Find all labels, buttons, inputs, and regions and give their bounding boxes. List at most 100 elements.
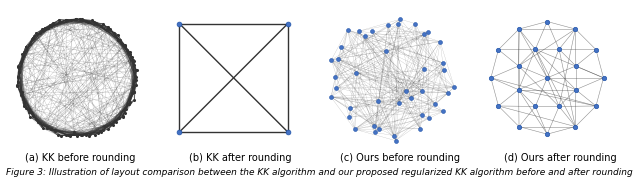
Point xyxy=(122,49,132,52)
Point xyxy=(65,134,75,137)
Point xyxy=(87,19,97,22)
Point xyxy=(21,48,31,51)
Point xyxy=(12,84,22,87)
Point xyxy=(415,127,426,130)
Point xyxy=(493,105,504,108)
Point xyxy=(129,91,140,94)
Point xyxy=(81,20,92,23)
Point xyxy=(332,57,342,60)
Point xyxy=(46,24,56,27)
Point xyxy=(598,76,609,79)
Point xyxy=(394,102,404,105)
Point xyxy=(83,20,93,23)
Point xyxy=(383,24,393,27)
Point xyxy=(71,17,81,20)
Point xyxy=(330,75,340,78)
Point xyxy=(28,37,38,40)
Text: (d) Ours after rounding: (d) Ours after rounding xyxy=(504,153,616,163)
Point xyxy=(16,94,26,97)
Point xyxy=(29,34,40,37)
Point xyxy=(128,85,138,88)
Point xyxy=(81,134,91,136)
Point xyxy=(571,65,581,68)
Point xyxy=(13,64,24,67)
Point xyxy=(125,50,135,53)
Point xyxy=(77,17,87,20)
Point xyxy=(45,128,56,131)
Point xyxy=(33,121,43,124)
Point xyxy=(16,60,26,63)
Point xyxy=(419,33,429,36)
Point xyxy=(345,107,355,110)
Point xyxy=(102,29,112,31)
Point xyxy=(571,88,581,91)
Point xyxy=(52,134,63,137)
Point xyxy=(570,28,580,31)
Point xyxy=(13,81,23,83)
Point xyxy=(406,97,416,100)
Point xyxy=(349,128,360,131)
Point xyxy=(129,64,139,66)
Point xyxy=(423,30,433,33)
Point xyxy=(35,122,45,125)
Point xyxy=(514,28,524,31)
Point xyxy=(103,25,113,28)
Point xyxy=(591,48,601,51)
Point xyxy=(90,133,100,136)
Point xyxy=(530,105,540,108)
Point xyxy=(63,134,73,137)
Point xyxy=(120,107,131,110)
Point xyxy=(85,132,95,135)
Point xyxy=(31,117,42,120)
Point xyxy=(21,106,31,109)
Text: (b) KK after rounding: (b) KK after rounding xyxy=(189,153,291,163)
Point xyxy=(125,52,135,55)
Point xyxy=(438,110,448,113)
Point xyxy=(19,51,29,54)
Point xyxy=(326,58,337,61)
Point xyxy=(31,32,41,35)
Point xyxy=(45,23,56,26)
Point xyxy=(115,39,125,42)
Point xyxy=(25,115,35,118)
Point xyxy=(374,127,384,130)
Point xyxy=(174,22,184,25)
Point xyxy=(18,55,28,58)
Point xyxy=(128,59,138,62)
Point xyxy=(49,129,60,132)
Point xyxy=(360,34,370,37)
Point xyxy=(369,125,380,127)
Point xyxy=(120,43,130,46)
Point xyxy=(591,105,601,108)
Point xyxy=(89,20,99,23)
Point xyxy=(72,134,82,137)
Text: Figure 3: Illustration of layout comparison between the KK algorithm and our pro: Figure 3: Illustration of layout compari… xyxy=(6,168,633,177)
Point xyxy=(19,101,29,104)
Point xyxy=(131,75,141,78)
Point xyxy=(283,131,293,133)
Point xyxy=(367,30,378,33)
Point xyxy=(120,112,130,115)
Point xyxy=(103,128,113,131)
Point xyxy=(50,130,60,133)
Point xyxy=(443,91,453,94)
Point xyxy=(424,116,434,119)
Point xyxy=(542,133,552,136)
Point xyxy=(17,53,28,56)
Point xyxy=(129,59,140,62)
Point xyxy=(130,74,140,77)
Point xyxy=(108,124,118,127)
Point xyxy=(114,117,124,119)
Point xyxy=(61,133,71,136)
Point xyxy=(77,134,87,136)
Point xyxy=(12,85,22,88)
Point xyxy=(37,28,47,30)
Point xyxy=(20,45,31,48)
Point xyxy=(69,131,79,133)
Point xyxy=(554,105,564,108)
Point xyxy=(342,28,353,31)
Point xyxy=(514,125,524,128)
Point xyxy=(438,62,448,64)
Point xyxy=(542,20,552,23)
Point xyxy=(331,86,341,89)
